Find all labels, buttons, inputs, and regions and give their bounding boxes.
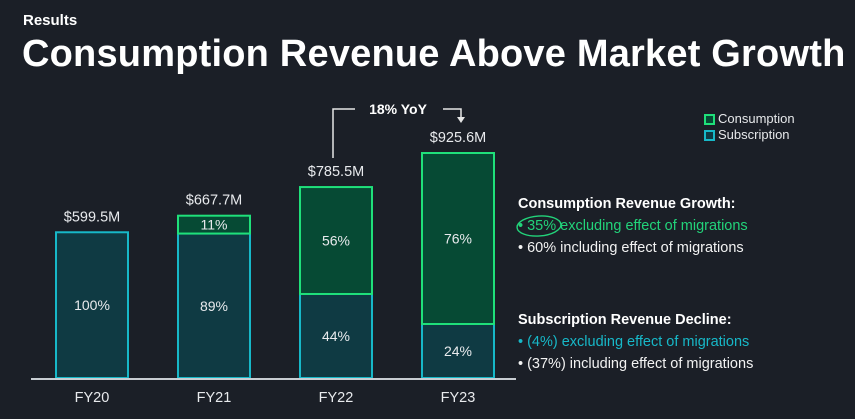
- x-tick-label-fy22: FY22: [319, 390, 354, 406]
- total-label-fy22: $785.5M: [308, 164, 364, 180]
- x-tick-label-fy23: FY23: [441, 390, 476, 406]
- yoy-arrow-head: [457, 117, 465, 123]
- consumption-growth-heading: Consumption Revenue Growth:: [518, 196, 736, 212]
- total-label-fy23: $925.6M: [430, 130, 486, 146]
- total-label-fy21: $667.7M: [186, 193, 242, 209]
- x-tick-label-fy21: FY21: [197, 390, 232, 406]
- yoy-bracket-left: [332, 108, 355, 158]
- legend-label: Subscription: [718, 127, 790, 142]
- yoy-bracket-right: [443, 108, 462, 118]
- x-tick-label-fy20: FY20: [75, 390, 110, 406]
- bar-subscription-fy20: [55, 231, 129, 379]
- bar-label-subscription-fy22: 44%: [322, 328, 350, 344]
- bar-consumption-fy23: [421, 152, 495, 325]
- bar-consumption-fy22: [299, 186, 373, 295]
- legend-item-subscription: Subscription: [704, 127, 795, 143]
- consumption-swatch-icon: [704, 113, 715, 125]
- stacked-bar-chart: 100% $599.5M 89% 11% $667.7M 44% 56% $785.5M 24%…: [31, 101, 516, 406]
- total-label-fy20: $599.5M: [64, 209, 120, 225]
- bar-consumption-fy21: [177, 214, 251, 235]
- yoy-annotation: 18% YoY: [332, 101, 465, 158]
- subscription-decline-panel: Subscription Revenue Decline: • (4%) exc…: [518, 309, 753, 375]
- bar-label-consumption-fy22: 56%: [322, 233, 350, 249]
- consumption-growth-panel: Consumption Revenue Growth: • 35% exclud…: [516, 193, 748, 259]
- subscription-decline-heading: Subscription Revenue Decline:: [518, 312, 732, 328]
- subscription-bullet-excluding: • (4%) excluding effect of migrations: [518, 334, 750, 350]
- yoy-label: 18% YoY: [369, 101, 428, 117]
- legend-item-consumption: Consumption: [704, 111, 795, 127]
- subscription-swatch-icon: [704, 129, 715, 141]
- bullet-text: • 35% excluding effect of migrations: [518, 218, 748, 234]
- hand-drawn-circle-icon: [516, 215, 562, 237]
- bar-label-consumption-fy21: 11%: [201, 217, 228, 233]
- bar-subscription-fy21: [177, 232, 251, 379]
- bar-label-subscription-fy20: 100%: [74, 297, 110, 313]
- section-kicker: Results: [23, 12, 78, 29]
- consumption-bullet-excluding: • 35% excluding effect of migrations: [516, 215, 748, 237]
- page-title: Consumption Revenue Above Market Growth: [22, 33, 846, 75]
- bar-label-subscription-fy21: 89%: [200, 298, 228, 314]
- chart-legend: Consumption Subscription: [704, 111, 795, 143]
- bar-label-subscription-fy23: 24%: [444, 343, 472, 359]
- legend-label: Consumption: [718, 111, 795, 126]
- subscription-bullet-including: • (37%) including effect of migrations: [518, 356, 754, 372]
- bar-label-consumption-fy23: 76%: [444, 231, 472, 247]
- consumption-bullet-including: • 60% including effect of migrations: [518, 240, 744, 256]
